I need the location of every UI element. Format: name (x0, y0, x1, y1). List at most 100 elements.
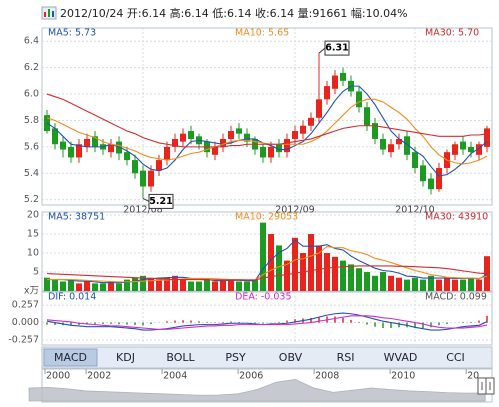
tab[interactable]: RSI (319, 349, 372, 366)
y-tick-label: 15 (27, 229, 39, 240)
volume-bar (468, 277, 474, 291)
y-tick-label: -0.257 (8, 335, 39, 346)
volume-bar (276, 245, 282, 291)
line-1 (46, 98, 488, 165)
volume-bar (356, 268, 362, 291)
volume-bar (132, 277, 138, 291)
volume-bar (236, 281, 242, 291)
volume-bar (460, 279, 466, 291)
candle-body (452, 144, 458, 155)
x-tick-label: 2012/09 (275, 205, 314, 216)
tab-background[interactable] (374, 349, 427, 366)
tab-background[interactable] (264, 349, 317, 366)
y-tick-label: 6.2 (24, 62, 39, 73)
candle-body (164, 146, 170, 161)
volume-bar (52, 279, 58, 291)
volume-bar (172, 275, 178, 291)
navigator-tick-label: 2010 (391, 371, 415, 382)
volume-bar (412, 277, 418, 291)
annotation-pointer (318, 47, 326, 54)
candle-body (388, 144, 394, 153)
tab-background[interactable] (319, 349, 372, 366)
tab[interactable]: WVAD (374, 349, 427, 366)
candle-body (292, 131, 298, 139)
tab[interactable]: BOLL (154, 349, 207, 366)
tab-background[interactable] (43, 348, 98, 367)
tab-label[interactable]: RSI (337, 351, 355, 364)
candle-body (284, 138, 290, 153)
candle-body (396, 138, 402, 145)
volume-panel (41, 211, 493, 292)
tab[interactable]: CCI (429, 349, 482, 366)
volume-bar (420, 279, 426, 291)
tab-background[interactable] (99, 349, 152, 366)
y-tick-label: 5.4 (24, 168, 39, 179)
volume-bar (364, 272, 370, 291)
volume-bar (92, 283, 98, 291)
candle-body (220, 138, 226, 147)
volume-bar (284, 260, 290, 291)
candle-body (212, 146, 218, 155)
candle-body (60, 141, 66, 150)
volume-bar (204, 279, 210, 291)
tab[interactable]: KDJ (99, 349, 152, 366)
tab[interactable]: MACD (43, 348, 98, 367)
line-1 (46, 315, 488, 330)
legend-label: DIF: 0.014 (48, 292, 96, 303)
tab[interactable]: OBV (264, 349, 317, 366)
y-tick-label: 10 (27, 248, 39, 259)
tab-background[interactable] (429, 349, 482, 366)
candle-body (108, 144, 114, 153)
candle-body (92, 136, 98, 147)
volume-bar (220, 279, 226, 291)
legend-label: MA5: 5.73 (48, 28, 96, 39)
volume-bar (332, 256, 338, 291)
legend-label: MACD: 0.099 (425, 292, 487, 303)
tab-label[interactable]: PSY (225, 351, 246, 364)
legend-label: DEA: -0.035 (235, 292, 292, 303)
panel-macd: 0.257 0.000 -0.257 MACD: 0.099 DIF: 0.014 DEA… (8, 292, 492, 346)
tab-label[interactable]: CCI (446, 351, 465, 364)
tab-label[interactable]: KDJ (116, 351, 135, 364)
navigator-tick-label: 20 (467, 371, 479, 382)
candle-body (268, 146, 274, 158)
tab-label[interactable]: MACD (54, 351, 87, 364)
volume-bar (388, 275, 394, 291)
candle-body (404, 136, 410, 155)
tab-label[interactable]: OBV (279, 351, 303, 364)
panel-candlestick: 5.2 5.4 5.6 5.8 6.0 6.2 6.4 2012/08 2012/09 2012/… (24, 28, 492, 216)
candle-body (428, 178, 434, 190)
tab-label[interactable]: WVAD (384, 351, 418, 364)
y-tick-label: 20 (27, 210, 39, 221)
legend-label: MA10: 5.65 (235, 28, 289, 39)
candle-body (236, 128, 242, 134)
candle-body (308, 117, 314, 126)
volume-bar (228, 279, 234, 291)
volume-bar (436, 279, 442, 291)
candle-body (228, 131, 234, 139)
candle-body (52, 128, 58, 145)
volume-bar (108, 281, 114, 291)
candle-body (468, 146, 474, 153)
volume-bar (164, 277, 170, 291)
volume-bar (252, 279, 258, 291)
annotation-box (148, 193, 174, 209)
tab-background[interactable] (154, 349, 207, 366)
line-2 (46, 93, 488, 148)
tab-background[interactable] (209, 349, 262, 366)
tab-label[interactable]: BOLL (166, 351, 195, 364)
volume-bar (60, 281, 66, 291)
annotation-label: 5.21 (149, 196, 172, 207)
y-unit: x万 (24, 286, 39, 297)
legend-label: MA30: 5.70 (425, 28, 479, 39)
candle-body (76, 144, 82, 158)
tab[interactable]: PSY (209, 349, 262, 366)
candle-body (436, 168, 442, 190)
volume-bar (476, 279, 482, 291)
volume-bar (380, 272, 386, 291)
candle-body (420, 165, 426, 182)
panel-volume: 5 10 15 20 x万 MA5: 38751 MA10: 29053 MA30: 4391… (24, 210, 492, 297)
candle-body (276, 144, 282, 153)
